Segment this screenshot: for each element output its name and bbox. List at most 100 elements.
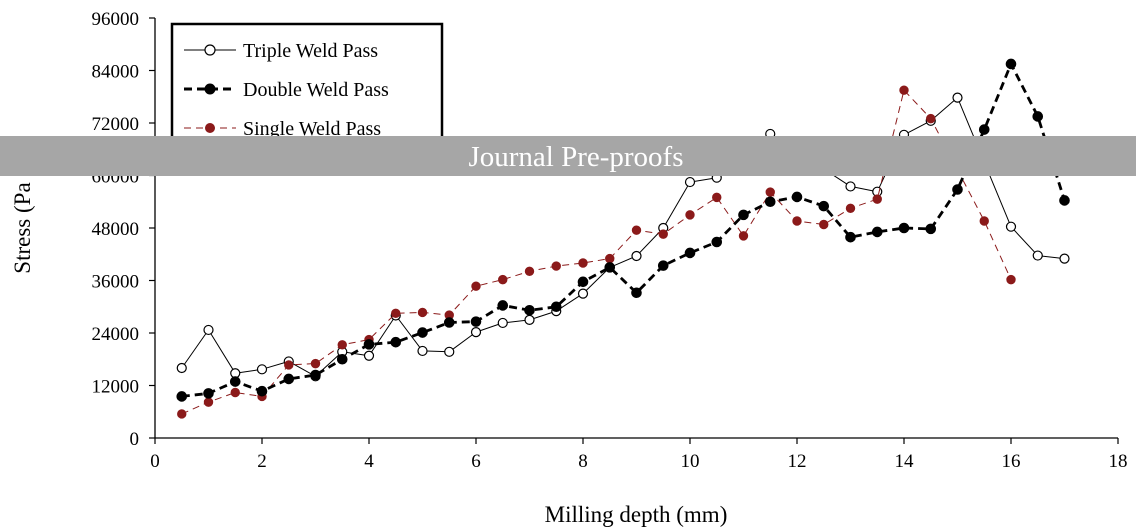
legend-marker-double: [204, 83, 216, 95]
data-point-single-weld-pass: [1006, 274, 1016, 285]
data-point-single-weld-pass: [979, 216, 989, 226]
data-point-double-weld-pass: [764, 196, 776, 208]
data-point-triple-weld-pass: [684, 176, 696, 188]
data-point-triple-weld-pass: [203, 324, 214, 336]
legend: Triple Weld Pass Double Weld Pass Single…: [170, 22, 444, 144]
data-point-triple-weld-pass: [1059, 253, 1070, 264]
data-point-double-weld-pass: [283, 373, 295, 385]
y-tick-label: 12000: [92, 377, 140, 398]
data-point-triple-weld-pass: [1005, 221, 1017, 232]
series-double-weld-pass: [176, 58, 1070, 402]
data-point-single-weld-pass: [685, 210, 695, 220]
data-point-double-weld-pass: [203, 388, 214, 399]
data-point-double-weld-pass: [256, 385, 268, 397]
watermark-banner: Journal Pre-proofs: [0, 136, 1136, 176]
data-point-single-weld-pass: [177, 409, 187, 419]
legend-label-single: Single Weld Pass: [243, 118, 381, 140]
data-point-double-weld-pass: [791, 191, 803, 203]
series-layer: [176, 58, 1070, 419]
watermark-band: [0, 136, 1136, 176]
data-point-double-weld-pass: [470, 316, 482, 327]
data-point-double-weld-pass: [390, 336, 402, 348]
data-point-single-weld-pass: [845, 203, 856, 214]
data-point-triple-weld-pass: [1032, 250, 1043, 261]
x-tick-label: 6: [471, 451, 481, 472]
data-point-single-weld-pass: [203, 397, 214, 407]
legend-marker-single: [205, 123, 215, 133]
data-point-single-weld-pass: [819, 219, 829, 230]
data-point-triple-weld-pass: [444, 346, 455, 357]
data-point-single-weld-pass: [284, 360, 294, 370]
data-point-double-weld-pass: [417, 327, 428, 338]
data-point-triple-weld-pass: [952, 92, 963, 103]
data-point-triple-weld-pass: [497, 317, 508, 329]
data-point-double-weld-pass: [363, 339, 375, 350]
data-point-double-weld-pass: [1059, 195, 1070, 206]
data-point-double-weld-pass: [711, 236, 723, 248]
data-point-double-weld-pass: [738, 209, 749, 221]
data-point-single-weld-pass: [417, 307, 428, 318]
y-tick-label: 96000: [92, 9, 140, 30]
data-point-single-weld-pass: [792, 216, 802, 226]
data-point-double-weld-pass: [978, 124, 990, 135]
data-point-single-weld-pass: [658, 229, 668, 239]
data-point-triple-weld-pass: [363, 350, 375, 361]
data-point-triple-weld-pass: [176, 362, 187, 374]
data-point-single-weld-pass: [738, 231, 749, 241]
x-tick-label: 18: [1109, 451, 1128, 472]
data-point-double-weld-pass: [497, 300, 509, 311]
data-point-double-weld-pass: [1032, 111, 1044, 122]
data-point-single-weld-pass: [310, 358, 321, 369]
data-point-double-weld-pass: [176, 391, 188, 402]
legend-label-double: Double Weld Pass: [243, 79, 389, 101]
data-point-double-weld-pass: [550, 301, 562, 313]
legend-marker-triple: [204, 44, 216, 56]
data-point-triple-weld-pass: [577, 288, 589, 299]
data-point-triple-weld-pass: [256, 364, 268, 375]
data-point-double-weld-pass: [952, 184, 963, 195]
x-tick-label: 4: [364, 451, 374, 472]
data-point-single-weld-pass: [605, 253, 615, 264]
watermark-text: Journal Pre-proofs: [468, 141, 683, 173]
x-axis-title: Milling depth (mm): [545, 502, 728, 527]
data-point-single-weld-pass: [230, 387, 240, 398]
series-line-double-weld-pass: [181, 62, 1066, 398]
legend-label-triple: Triple Weld Pass: [243, 40, 378, 62]
data-point-single-weld-pass: [498, 274, 508, 285]
data-point-single-weld-pass: [551, 261, 561, 271]
data-point-single-weld-pass: [524, 266, 535, 277]
y-tick-label: 48000: [92, 219, 140, 240]
data-point-double-weld-pass: [684, 247, 696, 259]
data-point-single-weld-pass: [578, 258, 588, 268]
y-axis-title: Stress (Pa: [10, 182, 35, 273]
x-tick-label: 8: [578, 451, 588, 472]
data-point-double-weld-pass: [310, 369, 321, 381]
x-tick-label: 16: [1002, 451, 1021, 472]
y-tick-label: 84000: [92, 62, 140, 83]
data-point-triple-weld-pass: [524, 314, 535, 325]
data-point-double-weld-pass: [443, 317, 455, 328]
x-tick-label: 14: [895, 451, 915, 472]
y-tick-label: 36000: [92, 272, 140, 293]
data-point-single-weld-pass: [712, 192, 722, 203]
data-point-single-weld-pass: [391, 308, 401, 319]
data-point-double-weld-pass: [631, 287, 642, 299]
data-point-double-weld-pass: [604, 262, 616, 273]
y-axis-ticks: 0120002400036000480006000072000840009600…: [92, 9, 155, 450]
data-point-single-weld-pass: [899, 85, 909, 95]
data-point-double-weld-pass: [898, 222, 910, 234]
data-point-double-weld-pass: [1005, 58, 1017, 70]
x-tick-label: 10: [681, 451, 700, 472]
data-point-triple-weld-pass: [417, 345, 428, 357]
y-tick-label: 72000: [92, 114, 140, 135]
x-tick-label: 12: [788, 451, 807, 472]
x-tick-label: 0: [150, 451, 160, 472]
data-point-single-weld-pass: [765, 187, 775, 197]
x-axis-ticks: 0 2 4 6 8 10 12 14 16 18: [150, 438, 1128, 472]
data-point-single-weld-pass: [337, 340, 347, 350]
y-tick-label: 0: [130, 429, 140, 450]
data-point-single-weld-pass: [872, 194, 882, 204]
data-point-single-weld-pass: [631, 225, 642, 235]
data-point-double-weld-pass: [336, 353, 348, 365]
data-point-double-weld-pass: [871, 226, 883, 238]
